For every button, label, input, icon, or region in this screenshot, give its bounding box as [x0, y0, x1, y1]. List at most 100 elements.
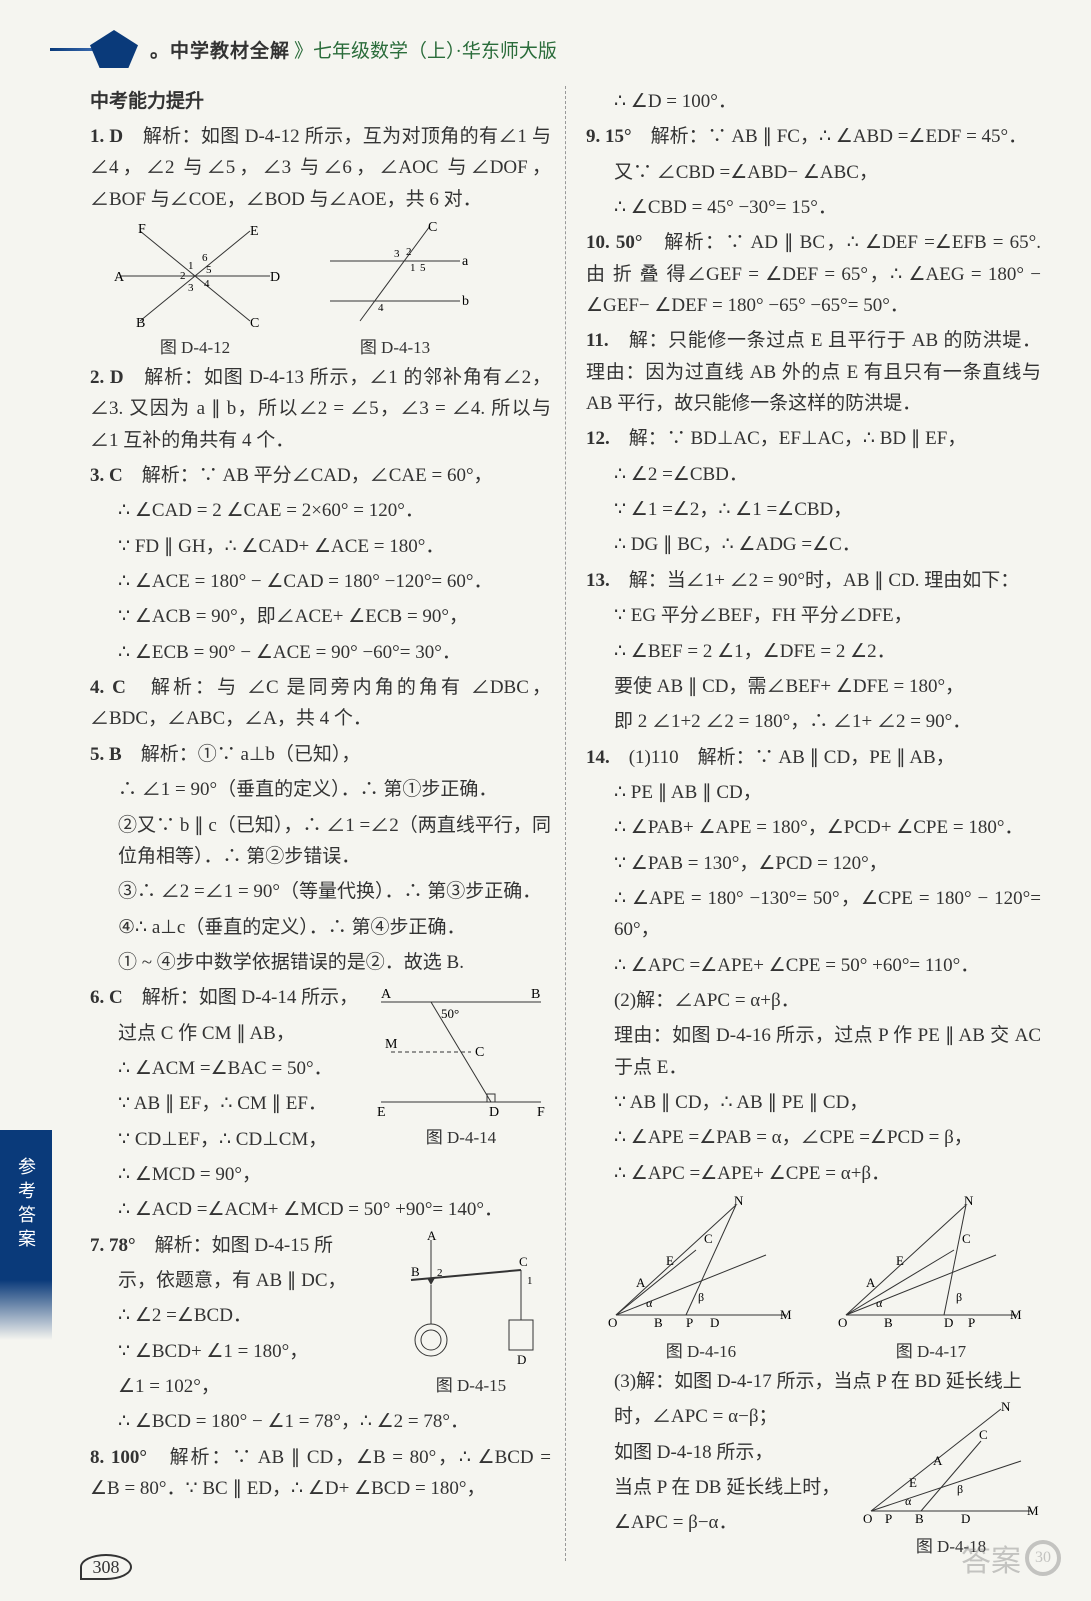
- text-line: ∴ ∠ACE = 180° − ∠CAD = 180° −120°= 60°．: [90, 566, 551, 597]
- svg-text:3: 3: [394, 248, 400, 260]
- text-line: 3. C 解析：∵ AB 平分∠CAD，∠CAE = 60°，: [90, 460, 551, 491]
- text-line: (3)解：如图 D-4-17 所示，当点 P 在 BD 延长线上: [586, 1366, 1041, 1397]
- svg-text:D: D: [489, 1105, 499, 1120]
- text-line: 又∵ ∠CBD =∠ABD− ∠ABC，: [586, 157, 1041, 188]
- text-line: ∴ ∠APE = 180° −130°= 50°，∠CPE = 180° − 1…: [586, 883, 1041, 946]
- svg-text:2: 2: [180, 270, 186, 282]
- svg-text:C: C: [979, 1427, 988, 1442]
- text-line: ④∴ a⊥c（垂直的定义）．∴ 第④步正确．: [90, 912, 551, 943]
- text-line: 5. B 解析：①∵ a⊥b（已知），: [90, 739, 551, 770]
- svg-text:4: 4: [204, 278, 210, 290]
- svg-text:F: F: [537, 1105, 545, 1120]
- text-line: ∴ ∠APC =∠APE+ ∠CPE = 50° +60°= 110°．: [586, 950, 1041, 981]
- text-line: 2. D 解析：如图 D-4-13 所示，∠1 的邻补角有∠2，∠3. 又因为 …: [90, 362, 551, 456]
- svg-text:E: E: [250, 224, 259, 239]
- text-line: (2)解：∠APC = α+β．: [586, 985, 1041, 1016]
- text-line: ∴ ∠2 =∠CBD．: [586, 459, 1041, 490]
- svg-text:1: 1: [188, 260, 194, 272]
- figure: AB 50° MC EDF图 D-4-14: [371, 982, 551, 1152]
- svg-text:α: α: [646, 1296, 653, 1310]
- svg-text:2: 2: [437, 1267, 443, 1279]
- svg-text:B: B: [884, 1315, 893, 1330]
- svg-text:5: 5: [206, 264, 212, 276]
- text-line: 13. 解：当∠1+ ∠2 = 90°时，AB ∥ CD. 理由如下：: [586, 565, 1041, 596]
- svg-text:1: 1: [527, 1275, 533, 1287]
- header-book: 》七年级数学（上）·华东师大版: [294, 36, 557, 63]
- text-line: ∴ ∠BEF = 2 ∠1，∠DFE = 2 ∠2．: [586, 636, 1041, 667]
- svg-text:A: A: [933, 1453, 943, 1468]
- section-title: 中考能力提升: [90, 86, 551, 113]
- svg-text:4: 4: [378, 302, 384, 314]
- figure: N C E A O B P D M α β图 D-4-16: [606, 1195, 796, 1362]
- text-line: ②又∵ b ∥ c（已知），∴ ∠1 =∠2（两直线平行，同位角相等）．∴ 第②…: [90, 810, 551, 873]
- svg-text:N: N: [734, 1195, 744, 1208]
- text-line: ∴ ∠D = 100°．: [586, 86, 1041, 117]
- svg-text:B: B: [531, 987, 540, 1002]
- svg-text:β: β: [957, 1482, 963, 1496]
- svg-text:N: N: [964, 1195, 974, 1208]
- text-line: ∵ AB ∥ CD，∴ AB ∥ PE ∥ CD，: [586, 1087, 1041, 1118]
- text-line: 8. 100° 解析：∵ AB ∥ CD，∠B = 80°，∴ ∠BCD = ∠…: [90, 1442, 551, 1505]
- svg-text:A: A: [381, 987, 392, 1002]
- figure: FE AD BC 16 54 32图 D-4-12: [110, 221, 280, 358]
- figure: C ab 23 15 4图 D-4-13: [320, 221, 470, 358]
- svg-text:O: O: [838, 1315, 847, 1330]
- logo-icon: [90, 30, 138, 68]
- text-line: ∴ ∠1 = 90°（垂直的定义）．∴ 第①步正确．: [90, 774, 551, 805]
- text-line: ∴ PE ∥ AB ∥ CD，: [586, 777, 1041, 808]
- svg-text:6: 6: [202, 252, 208, 264]
- text-line: 理由：如图 D-4-16 所示，过点 P 作 PE ∥ AB 交 AC 于点 E…: [586, 1020, 1041, 1083]
- svg-text:D: D: [517, 1352, 526, 1367]
- svg-text:F: F: [138, 222, 146, 237]
- svg-text:A: A: [636, 1275, 646, 1290]
- text-line: 11. 解：只能修一条过点 E 且平行于 AB 的防洪堤．理由：因为过直线 AB…: [586, 325, 1041, 419]
- svg-text:P: P: [968, 1315, 975, 1330]
- page-header: 。中学教材全解 》七年级数学（上）·华东师大版: [90, 30, 1041, 68]
- svg-text:O: O: [863, 1511, 872, 1526]
- text-line: ∴ ∠APE =∠PAB = α，∠CPE =∠PCD = β，: [586, 1122, 1041, 1153]
- svg-text:M: M: [1027, 1503, 1039, 1518]
- text-line: ∴ ∠CAD = 2 ∠CAE = 2×60° = 120°．: [90, 495, 551, 526]
- svg-text:B: B: [136, 316, 145, 331]
- svg-text:C: C: [519, 1254, 528, 1269]
- text-line: 即 2 ∠1+2 ∠2 = 180°，∴ ∠1+ ∠2 = 90°．: [586, 706, 1041, 737]
- svg-text:1: 1: [410, 262, 416, 274]
- svg-text:C: C: [428, 221, 437, 235]
- text-line: ∴ ∠ACD =∠ACM+ ∠MCD = 50° +90°= 140°．: [90, 1194, 551, 1225]
- svg-text:P: P: [686, 1315, 693, 1330]
- svg-text:E: E: [377, 1105, 386, 1120]
- svg-text:N: N: [1001, 1401, 1011, 1414]
- left-column: 中考能力提升 1. D 解析：如图 D-4-12 所示，互为对顶角的有∠1 与∠…: [90, 86, 565, 1561]
- svg-text:β: β: [956, 1290, 962, 1304]
- svg-text:M: M: [780, 1307, 792, 1322]
- text-line: 12. 解：∵ BD⊥AC，EF⊥AC，∴ BD ∥ EF，: [586, 423, 1041, 454]
- text-line: ∴ ∠MCD = 90°，: [90, 1159, 551, 1190]
- svg-text:a: a: [462, 254, 469, 269]
- text-line: ∴ DG ∥ BC，∴ ∠ADG =∠C．: [586, 529, 1041, 560]
- svg-text:C: C: [250, 316, 259, 331]
- text-line: ∵ ∠1 =∠2，∴ ∠1 =∠CBD，: [586, 494, 1041, 525]
- svg-text:D: D: [270, 270, 280, 285]
- text-line: ∴ ∠CBD = 45° −30°= 15°．: [586, 192, 1041, 223]
- svg-text:C: C: [962, 1231, 971, 1246]
- svg-text:b: b: [462, 294, 469, 309]
- svg-text:A: A: [866, 1275, 876, 1290]
- svg-text:E: E: [666, 1253, 674, 1268]
- page-number: 308: [80, 1554, 132, 1580]
- text-line: ① ~ ④步中数学依据错误的是②．故选 B.: [90, 947, 551, 978]
- svg-text:O: O: [608, 1315, 617, 1330]
- svg-text:5: 5: [420, 262, 426, 274]
- watermark: 答案 30: [961, 1536, 1061, 1580]
- svg-text:50°: 50°: [441, 1006, 459, 1021]
- text-line: 要使 AB ∥ CD，需∠BEF+ ∠DFE = 180°，: [586, 671, 1041, 702]
- text-line: ∴ ∠BCD = 180° − ∠1 = 78°，∴ ∠2 = 78°．: [90, 1406, 551, 1437]
- text-line: 9. 15° 解析：∵ AB ∥ FC，∴ ∠ABD =∠EDF = 45°．: [586, 121, 1041, 152]
- svg-text:A: A: [114, 270, 125, 285]
- figure: A B2 C1 D图 D-4-15: [391, 1230, 551, 1400]
- svg-text:D: D: [944, 1315, 953, 1330]
- text-line: ∵ ∠ACB = 90°，即∠ACE+ ∠ECB = 90°，: [90, 601, 551, 632]
- text-line: 10. 50° 解析：∵ AD ∥ BC，∴ ∠DEF =∠EFB = 65°.…: [586, 227, 1041, 321]
- svg-text:D: D: [710, 1315, 719, 1330]
- svg-text:B: B: [411, 1264, 420, 1279]
- svg-text:C: C: [475, 1045, 484, 1060]
